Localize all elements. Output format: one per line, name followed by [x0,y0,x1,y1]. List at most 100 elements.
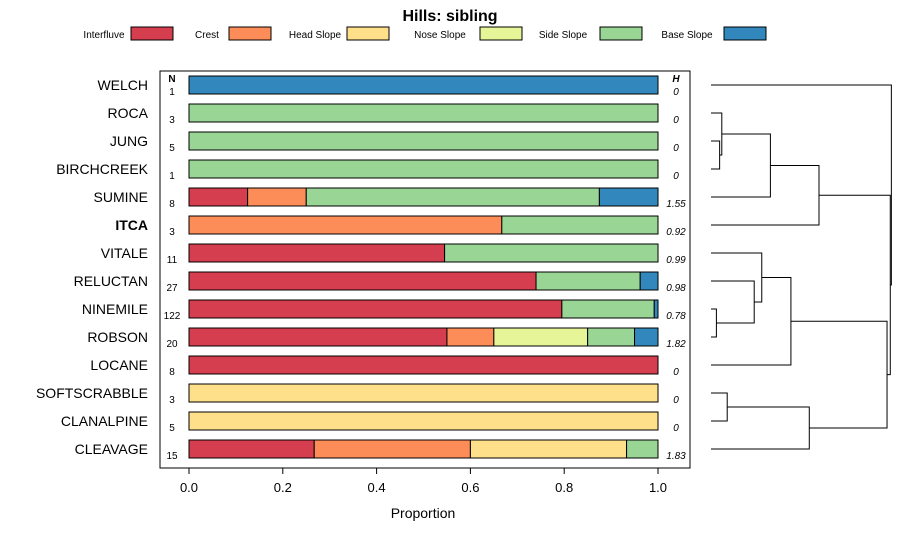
bar-softscrabble-head-slope [188,383,659,403]
bar-welch-base-slope [188,75,659,95]
legend-label-interfluve: Interfluve [83,30,125,41]
bar-robson-base-slope [634,327,659,347]
site-label-jung: JUNG [110,133,148,149]
x-tick-label-4: 0.8 [555,480,573,495]
bar-reluctan-base-slope [639,271,659,291]
h-value-roca: 0 [673,115,679,126]
h-value-vitale: 0.99 [666,255,686,266]
bar-robson-crest [446,327,495,347]
n-value-clanalpine: 5 [169,423,175,434]
plot-panel [159,70,691,469]
n-value-itca: 3 [169,227,175,238]
h-value-welch: 0 [673,87,679,98]
n-value-sumine: 8 [169,199,175,210]
n-value-jung: 5 [169,143,175,154]
h-value-clanalpine: 0 [673,423,679,434]
n-value-cleavage: 15 [166,451,178,462]
h-value-jung: 0 [673,143,679,154]
h-value-locane: 0 [673,367,679,378]
h-header: H [672,74,680,85]
dendrogram-link-1 [711,112,723,156]
bar-sumine-crest [247,187,307,207]
h-value-reluctan: 0.98 [666,283,686,294]
h-value-birchcreek: 0 [673,171,679,182]
site-label-roca: ROCA [108,105,149,121]
x-tick-label-0: 0.0 [180,480,198,495]
x-axis: 0.0 0.2 0.4 0.6 0.8 1.0 [180,468,667,495]
bar-locane-interfluve [188,355,659,375]
dendrogram-link-11 [819,194,891,376]
n-value-locane: 8 [169,367,175,378]
site-label-softscrabble: SOFTSCRABBLE [36,385,148,401]
bar-robson-side-slope [587,327,636,347]
legend-swatch-interfluve [130,26,174,41]
legend-swatch-head-slope [346,26,390,41]
x-tick-label-2: 0.4 [368,480,386,495]
site-label-ninemile: NINEMILE [82,301,148,317]
bar-itca-crest [188,215,503,235]
site-label-vitale: VITALE [101,245,148,261]
bar-robson-nose-slope [493,327,589,347]
h-value-ninemile: 0.78 [666,311,686,322]
dendrogram-link-8 [711,392,728,422]
bar-robson-interfluve [188,327,448,347]
site-label-sumine: SUMINE [94,189,148,205]
h-value-cleavage: 1.83 [666,451,686,462]
n-value-reluctan: 27 [166,283,178,294]
bar-cleavage-side-slope [626,439,659,459]
legend-label-head-slope: Head Slope [289,30,342,41]
bar-vitale-interfluve [188,243,446,263]
bar-itca-side-slope [501,215,659,235]
n-value-softscrabble: 3 [169,395,175,406]
legend-swatch-side-slope [599,26,643,41]
site-label-welch: WELCH [97,77,148,93]
bar-cleavage-interfluve [188,439,315,459]
chart-title: Hills: sibling [402,8,497,25]
x-axis-title: Proportion [391,505,456,521]
bar-vitale-side-slope [444,243,659,263]
dendrogram-link-3 [711,165,820,226]
legend: Interfluve Crest Head Slope Nose Slope Side … [83,26,767,41]
n-value-vitale: 11 [167,255,178,266]
bar-ninemile-interfluve [188,299,563,319]
bar-jung-side-slope [188,131,659,151]
dendrogram-link-10 [790,320,888,429]
x-tick-label-1: 0.2 [274,480,292,495]
legend-label-base-slope: Base Slope [661,30,713,41]
site-label-reluctan: RELUCTAN [74,273,148,289]
x-tick-label-5: 1.0 [649,480,667,495]
bar-clanalpine-head-slope [188,411,659,431]
bar-cleavage-crest [313,439,471,459]
n-value-roca: 3 [169,115,175,126]
h-value-itca: 0.92 [666,227,686,238]
dendrogram-link-4 [711,308,717,338]
legend-label-side-slope: Side Slope [539,30,588,41]
x-tick-label-3: 0.6 [461,480,479,495]
h-value-robson: 1.82 [666,339,686,350]
legend-label-crest: Crest [195,30,219,41]
site-label-cleavage: CLEAVAGE [75,441,148,457]
site-label-itca: ITCA [115,217,148,233]
n-value-robson: 20 [166,339,178,350]
site-label-robson: ROBSON [87,329,148,345]
site-label-locane: LOCANE [90,357,148,373]
bar-sumine-base-slope [598,187,659,207]
n-value-ninemile: 122 [164,311,181,322]
bar-reluctan-side-slope [535,271,641,291]
bar-sumine-interfluve [188,187,249,207]
n-header: N [168,74,175,85]
bar-rows: WELCH 1 0 ROCA 3 0 JUNG 5 0 BIRCHCREEK 1 0 SUMINE 8 1.… [36,75,686,462]
n-value-welch: 1 [169,87,175,98]
legend-swatch-nose-slope [479,26,523,41]
dendrogram-link-5 [711,280,755,324]
bar-reluctan-interfluve [188,271,537,291]
dendrogram [711,84,892,450]
bar-sumine-side-slope [305,187,600,207]
legend-label-nose-slope: Nose Slope [414,30,466,41]
bar-ninemile-base-slope [653,299,659,319]
bar-ninemile-side-slope [561,299,655,319]
dendrogram-link-0 [711,140,721,170]
bar-roca-side-slope [188,103,659,123]
dendrogram-link-9 [711,406,810,450]
